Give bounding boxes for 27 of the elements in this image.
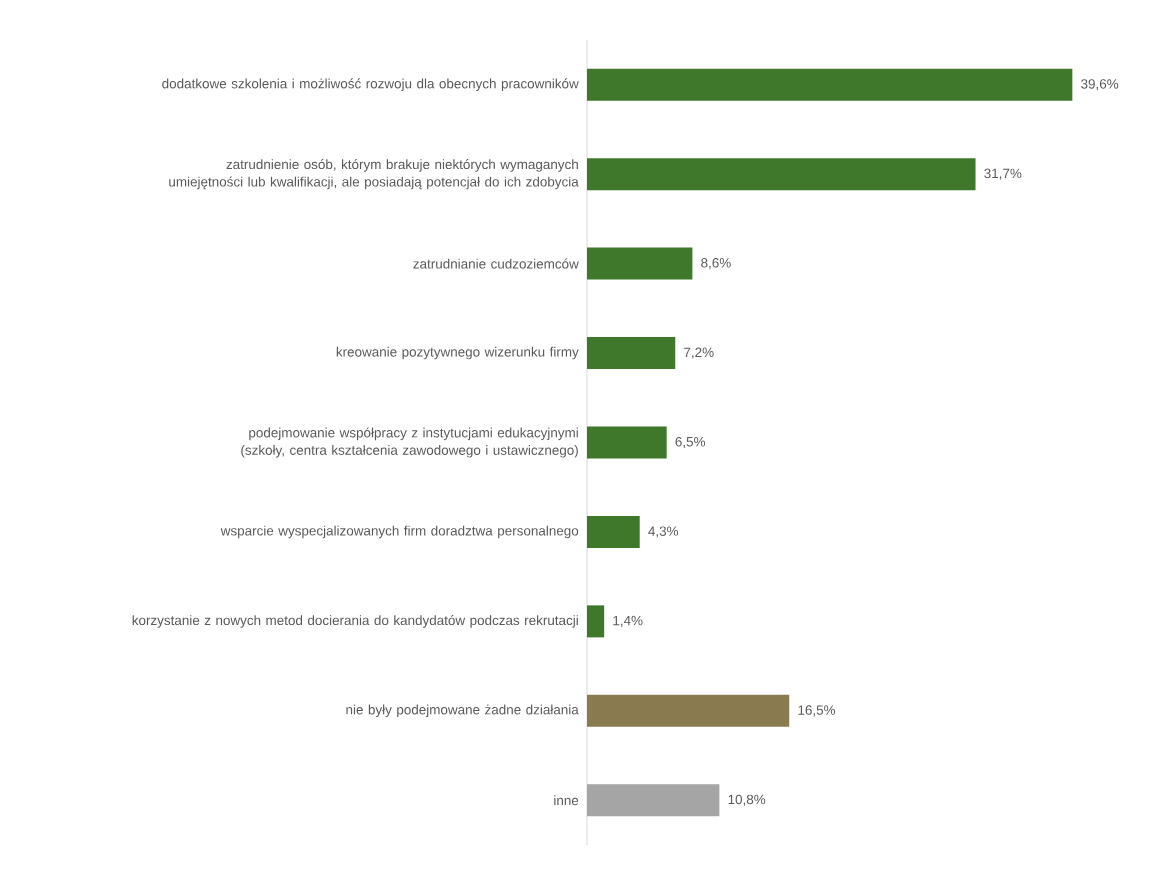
bar bbox=[587, 158, 976, 191]
data-label: 31,7% bbox=[984, 168, 1022, 180]
data-label: 7,2% bbox=[684, 347, 714, 359]
y-tick-label: inne bbox=[554, 795, 579, 806]
data-label: 4,3% bbox=[648, 526, 679, 538]
bar bbox=[587, 337, 676, 370]
bar bbox=[587, 605, 605, 638]
y-tick-label: dodatkowe szkolenia i możliwość rozwoju dla obecnych pracowników bbox=[162, 78, 579, 92]
y-tick-label: zatrudnienie osób, którym brakuje niektórych wymaganych umiejętności lub kwalifikacji, ale posiadają potencjał do ich zdobycia bbox=[169, 159, 579, 190]
data-label: 6,5% bbox=[675, 436, 706, 449]
y-tick-label: nie były podejmowane żadne działania bbox=[346, 704, 579, 718]
y-tick-label: wsparcie wyspecjalizowanych firm doradztwa personalnego bbox=[220, 525, 579, 539]
bar bbox=[587, 515, 640, 548]
bar bbox=[587, 68, 1073, 101]
bar bbox=[587, 694, 790, 727]
data-label: 10,8% bbox=[728, 794, 766, 806]
y-tick-label: kreowanie pozytywnego wizerunku firmy bbox=[336, 346, 579, 360]
y-tick-label: zatrudnianie cudzoziemców bbox=[413, 258, 579, 269]
data-label: 1,4% bbox=[613, 615, 643, 627]
bar bbox=[587, 426, 667, 459]
y-tick-label: korzystanie z nowych metod docierania do kandydatów podczas rekrutacji bbox=[132, 615, 578, 628]
data-label: 39,6% bbox=[1081, 79, 1119, 91]
data-label: 8,6% bbox=[701, 258, 731, 270]
y-tick-label: podejmowanie współpracy z instytucjami edukacyjnymi (szkoły, centra kształcenia zawodowego i ustawicznego) bbox=[241, 427, 578, 458]
bar bbox=[587, 784, 720, 817]
bar bbox=[587, 247, 693, 280]
data-label: 16,5% bbox=[798, 705, 836, 717]
